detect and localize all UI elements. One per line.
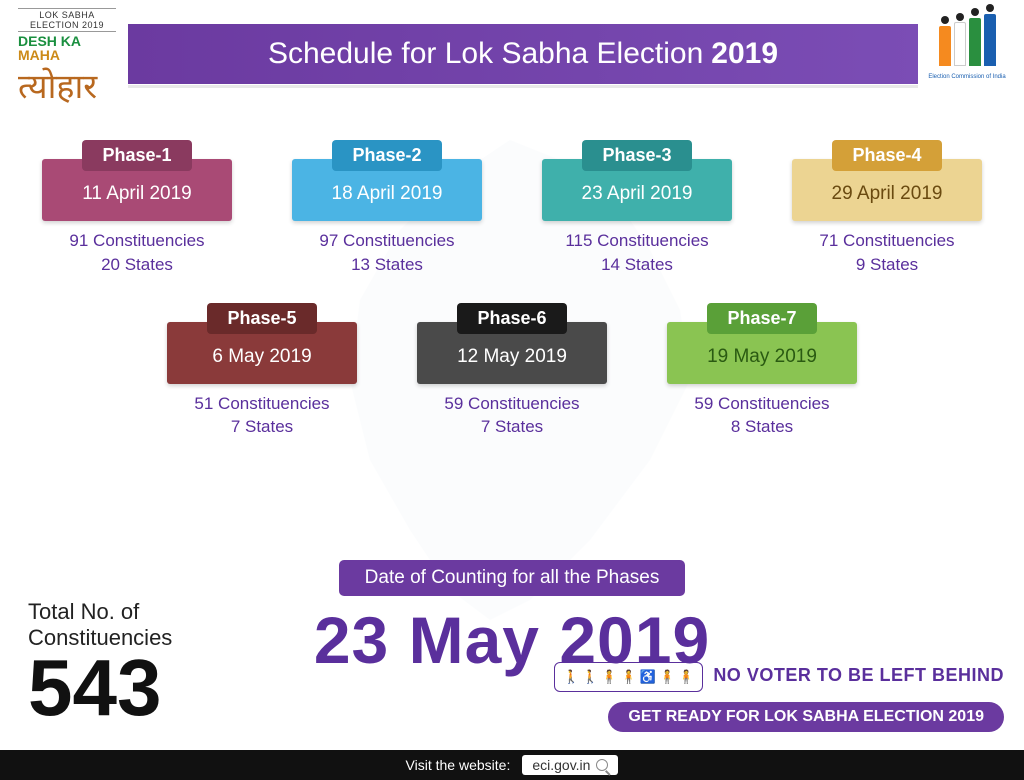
person-icon: 🚶 [563,669,579,685]
get-ready-pill: GET READY FOR LOK SABHA ELECTION 2019 [608,702,1004,732]
person-icon: 🚶 [582,669,598,685]
header-underline [128,85,918,88]
total-value: 543 [28,650,172,726]
phase-pill: Phase-5 [207,303,316,334]
footer-bar: Visit the website: eci.gov.in [0,750,1024,780]
phase-card: Phase-323 April 2019115 Constituencies14… [542,140,732,277]
title-prefix: Schedule for Lok Sabha Election [268,37,703,71]
phase-card: Phase-612 May 201959 Constituencies7 Sta… [417,303,607,440]
phase-pill: Phase-1 [82,140,191,171]
footer-url: eci.gov.in [532,757,590,773]
total-label-1: Total No. of [28,599,172,624]
phase-meta: 115 Constituencies14 States [542,229,732,277]
phase-pill: Phase-2 [332,140,441,171]
logo-line2: MAHA [18,48,116,62]
phase-card: Phase-429 April 201971 Constituencies9 S… [792,140,982,277]
phase-card: Phase-56 May 201951 Constituencies7 Stat… [167,303,357,440]
phase-card: Phase-719 May 201959 Constituencies8 Sta… [667,303,857,440]
title-year: 2019 [711,37,778,71]
logo-script: त्योहार [18,62,97,108]
phase-meta: 51 Constituencies7 States [167,392,357,440]
logo-top-caption: LOK SABHA ELECTION 2019 [18,8,116,32]
eci-caption: Election Commission of India [928,74,1006,80]
phase-meta: 59 Constituencies7 States [417,392,607,440]
phase-meta: 59 Constituencies8 States [667,392,857,440]
phase-meta: 97 Constituencies13 States [292,229,482,277]
phases-grid: Phase-111 April 201991 Constituencies20 … [0,140,1024,465]
page-title-banner: Schedule for Lok Sabha Election 2019 [128,24,918,84]
search-icon [596,759,608,771]
phase-pill: Phase-4 [832,140,941,171]
person-icon: 🧍 [678,669,694,685]
phase-pill: Phase-6 [457,303,566,334]
eci-mark-icon [939,14,996,66]
phase-pill: Phase-3 [582,140,691,171]
slogan-box: 🚶 🚶 🧍 🧍 ♿ 🧍 🧍 NO VOTER TO BE LEFT BEHIND [554,662,1004,692]
person-icon: 🧍 [659,669,675,685]
footer-prompt: Visit the website: [406,757,511,773]
footer-website-link[interactable]: eci.gov.in [522,755,618,775]
eci-logo: Election Commission of India [928,14,1006,92]
logo-line1: DESH KA [18,34,116,48]
total-constituencies: Total No. of Constituencies 543 [28,599,172,726]
phase-card: Phase-218 April 201997 Constituencies13 … [292,140,482,277]
festival-logo: LOK SABHA ELECTION 2019 DESH KA MAHA त्य… [18,8,116,108]
counting-label: Date of Counting for all the Phases [339,560,686,596]
accessibility-icons: 🚶 🚶 🧍 🧍 ♿ 🧍 🧍 [554,662,703,692]
person-icon: 🧍 [601,669,617,685]
phase-pill: Phase-7 [707,303,816,334]
phase-meta: 91 Constituencies20 States [42,229,232,277]
slogan-text: NO VOTER TO BE LEFT BEHIND [703,662,1004,692]
wheelchair-icon: ♿ [640,669,656,685]
person-icon: 🧍 [621,669,637,685]
phase-meta: 71 Constituencies9 States [792,229,982,277]
phase-card: Phase-111 April 201991 Constituencies20 … [42,140,232,277]
